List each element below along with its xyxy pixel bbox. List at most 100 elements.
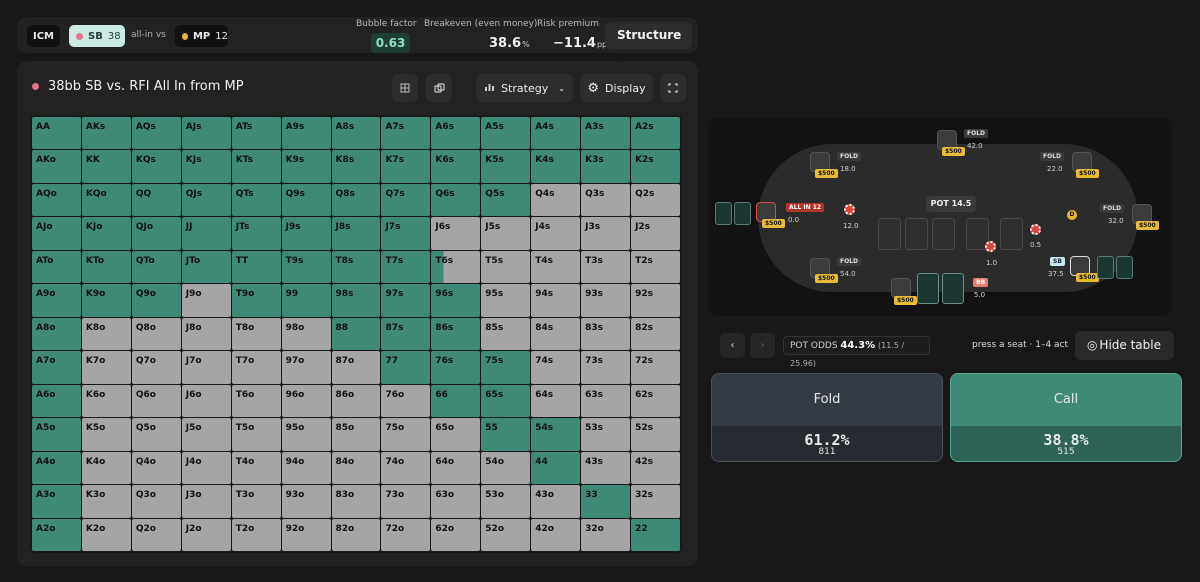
hand-cell[interactable]: T7o [231, 351, 281, 384]
hand-cell[interactable]: A7s [381, 117, 431, 150]
hand-cell[interactable]: AQo [32, 183, 81, 217]
hand-cell[interactable]: Q5s [481, 183, 531, 217]
hand-cell[interactable]: J8o [181, 317, 231, 351]
hand-cell[interactable]: QJs [181, 183, 231, 217]
hand-cell[interactable]: T3s [581, 250, 631, 284]
hand-cell[interactable]: Q4o [131, 451, 181, 485]
hand-cell[interactable]: A2o [32, 518, 81, 551]
hand-cell[interactable]: A8o [32, 317, 81, 351]
display-button[interactable]: ⚙ Display [580, 74, 653, 102]
hand-cell[interactable]: 95s [481, 284, 531, 317]
hand-cell[interactable]: 92o [281, 518, 331, 551]
hand-cell[interactable]: K7s [381, 150, 431, 183]
hand-cell[interactable]: T8s [331, 250, 381, 284]
hand-cell[interactable]: 52s [631, 418, 680, 451]
hand-cell[interactable]: K8o [81, 317, 131, 351]
hand-cell[interactable]: J2o [181, 518, 231, 551]
grid-view-icon[interactable] [392, 74, 418, 102]
hand-cell[interactable]: AKs [81, 117, 131, 150]
hand-cell[interactable]: JTo [181, 250, 231, 284]
hand-cell[interactable]: 44 [531, 451, 581, 485]
hand-cell[interactable]: A6s [431, 117, 481, 150]
hand-cell[interactable]: KJo [81, 217, 131, 250]
structure-button[interactable]: Structure ▶ [605, 22, 692, 68]
hand-cell[interactable]: 77 [381, 351, 431, 384]
hand-cell[interactable]: J6s [431, 217, 481, 250]
hand-cell[interactable]: 65s [481, 384, 531, 418]
hand-cell[interactable]: 96s [431, 284, 481, 317]
hand-cell[interactable]: A4s [531, 117, 581, 150]
hand-cell[interactable]: KJs [181, 150, 231, 183]
hand-cell[interactable]: Q6o [131, 384, 181, 418]
hand-cell[interactable]: K7o [81, 351, 131, 384]
hand-cell[interactable]: J3s [581, 217, 631, 250]
hand-cell[interactable]: Q8s [331, 183, 381, 217]
hand-cell[interactable]: 32o [581, 518, 631, 551]
expand-icon[interactable] [660, 74, 686, 102]
hand-cell[interactable]: 63s [581, 384, 631, 418]
hand-cell[interactable]: 53s [581, 418, 631, 451]
hand-cell[interactable]: J8s [331, 217, 381, 250]
icm-toggle[interactable]: ICM [27, 25, 60, 47]
hand-cell[interactable]: J6o [181, 384, 231, 418]
hand-cell[interactable]: 85o [331, 418, 381, 451]
hand-cell[interactable]: A9o [32, 284, 81, 317]
hand-cell[interactable]: 75o [381, 418, 431, 451]
hand-cell[interactable]: K4o [81, 451, 131, 485]
hand-cell[interactable]: J7o [181, 351, 231, 384]
hand-cell[interactable]: K5o [81, 418, 131, 451]
hand-cell[interactable]: 85s [481, 317, 531, 351]
hand-cell[interactable]: Q9s [281, 183, 331, 217]
hand-cell[interactable]: 54s [531, 418, 581, 451]
hand-cell[interactable]: 62s [631, 384, 680, 418]
hand-cell[interactable]: KQs [131, 150, 181, 183]
hide-table-button[interactable]: ◎ Hide table [1075, 331, 1174, 360]
hand-cell[interactable]: 76o [381, 384, 431, 418]
hand-cell[interactable]: 55 [481, 418, 531, 451]
hand-cell[interactable]: 54o [481, 451, 531, 485]
hand-cell[interactable]: T9o [231, 284, 281, 317]
hand-cell[interactable]: Q8o [131, 317, 181, 351]
hand-cell[interactable]: 87o [331, 351, 381, 384]
hand-cell[interactable]: K2s [631, 150, 680, 183]
hand-cell[interactable]: K4s [531, 150, 581, 183]
hand-cell[interactable]: K9s [281, 150, 331, 183]
hand-cell[interactable]: AJs [181, 117, 231, 150]
hand-cell[interactable]: A9s [281, 117, 331, 150]
hand-cell[interactable]: T4o [231, 451, 281, 485]
hand-cell[interactable]: Q6s [431, 183, 481, 217]
hand-cell[interactable]: KK [81, 150, 131, 183]
hand-cell[interactable]: 33 [581, 485, 631, 518]
hand-cell[interactable]: 73o [381, 485, 431, 518]
hero-position-chip[interactable]: SB 38 [69, 25, 125, 47]
hand-cell[interactable]: T7s [381, 250, 431, 284]
hand-cell[interactable]: 86s [431, 317, 481, 351]
hand-cell[interactable]: J4o [181, 451, 231, 485]
hand-cell[interactable]: Q4s [531, 183, 581, 217]
hand-cell[interactable]: 64o [431, 451, 481, 485]
hand-cell[interactable]: 75s [481, 351, 531, 384]
hand-cell[interactable]: 93s [581, 284, 631, 317]
hand-cell[interactable]: QJo [131, 217, 181, 250]
hand-cell[interactable]: T8o [231, 317, 281, 351]
hand-cell[interactable]: T5o [231, 418, 281, 451]
hand-cell[interactable]: 52o [481, 518, 531, 551]
hand-cell[interactable]: K2o [81, 518, 131, 551]
hand-cell[interactable]: Q3s [581, 183, 631, 217]
hand-cell[interactable]: Q3o [131, 485, 181, 518]
hand-cell[interactable]: T3o [231, 485, 281, 518]
hand-cell[interactable]: 42o [531, 518, 581, 551]
hand-cell[interactable]: K6o [81, 384, 131, 418]
hand-cell[interactable]: AA [32, 117, 81, 150]
hand-cell[interactable]: K3o [81, 485, 131, 518]
hand-cell[interactable]: 94o [281, 451, 331, 485]
hand-cell[interactable]: J3o [181, 485, 231, 518]
hand-cell[interactable]: 62o [431, 518, 481, 551]
hand-cell[interactable]: A7o [32, 351, 81, 384]
hand-cell[interactable]: 93o [281, 485, 331, 518]
hand-cell[interactable]: QQ [131, 183, 181, 217]
hand-cell[interactable]: K8s [331, 150, 381, 183]
hand-cell[interactable]: T5s [481, 250, 531, 284]
hand-cell[interactable]: ATs [231, 117, 281, 150]
hand-cell[interactable]: 87s [381, 317, 431, 351]
